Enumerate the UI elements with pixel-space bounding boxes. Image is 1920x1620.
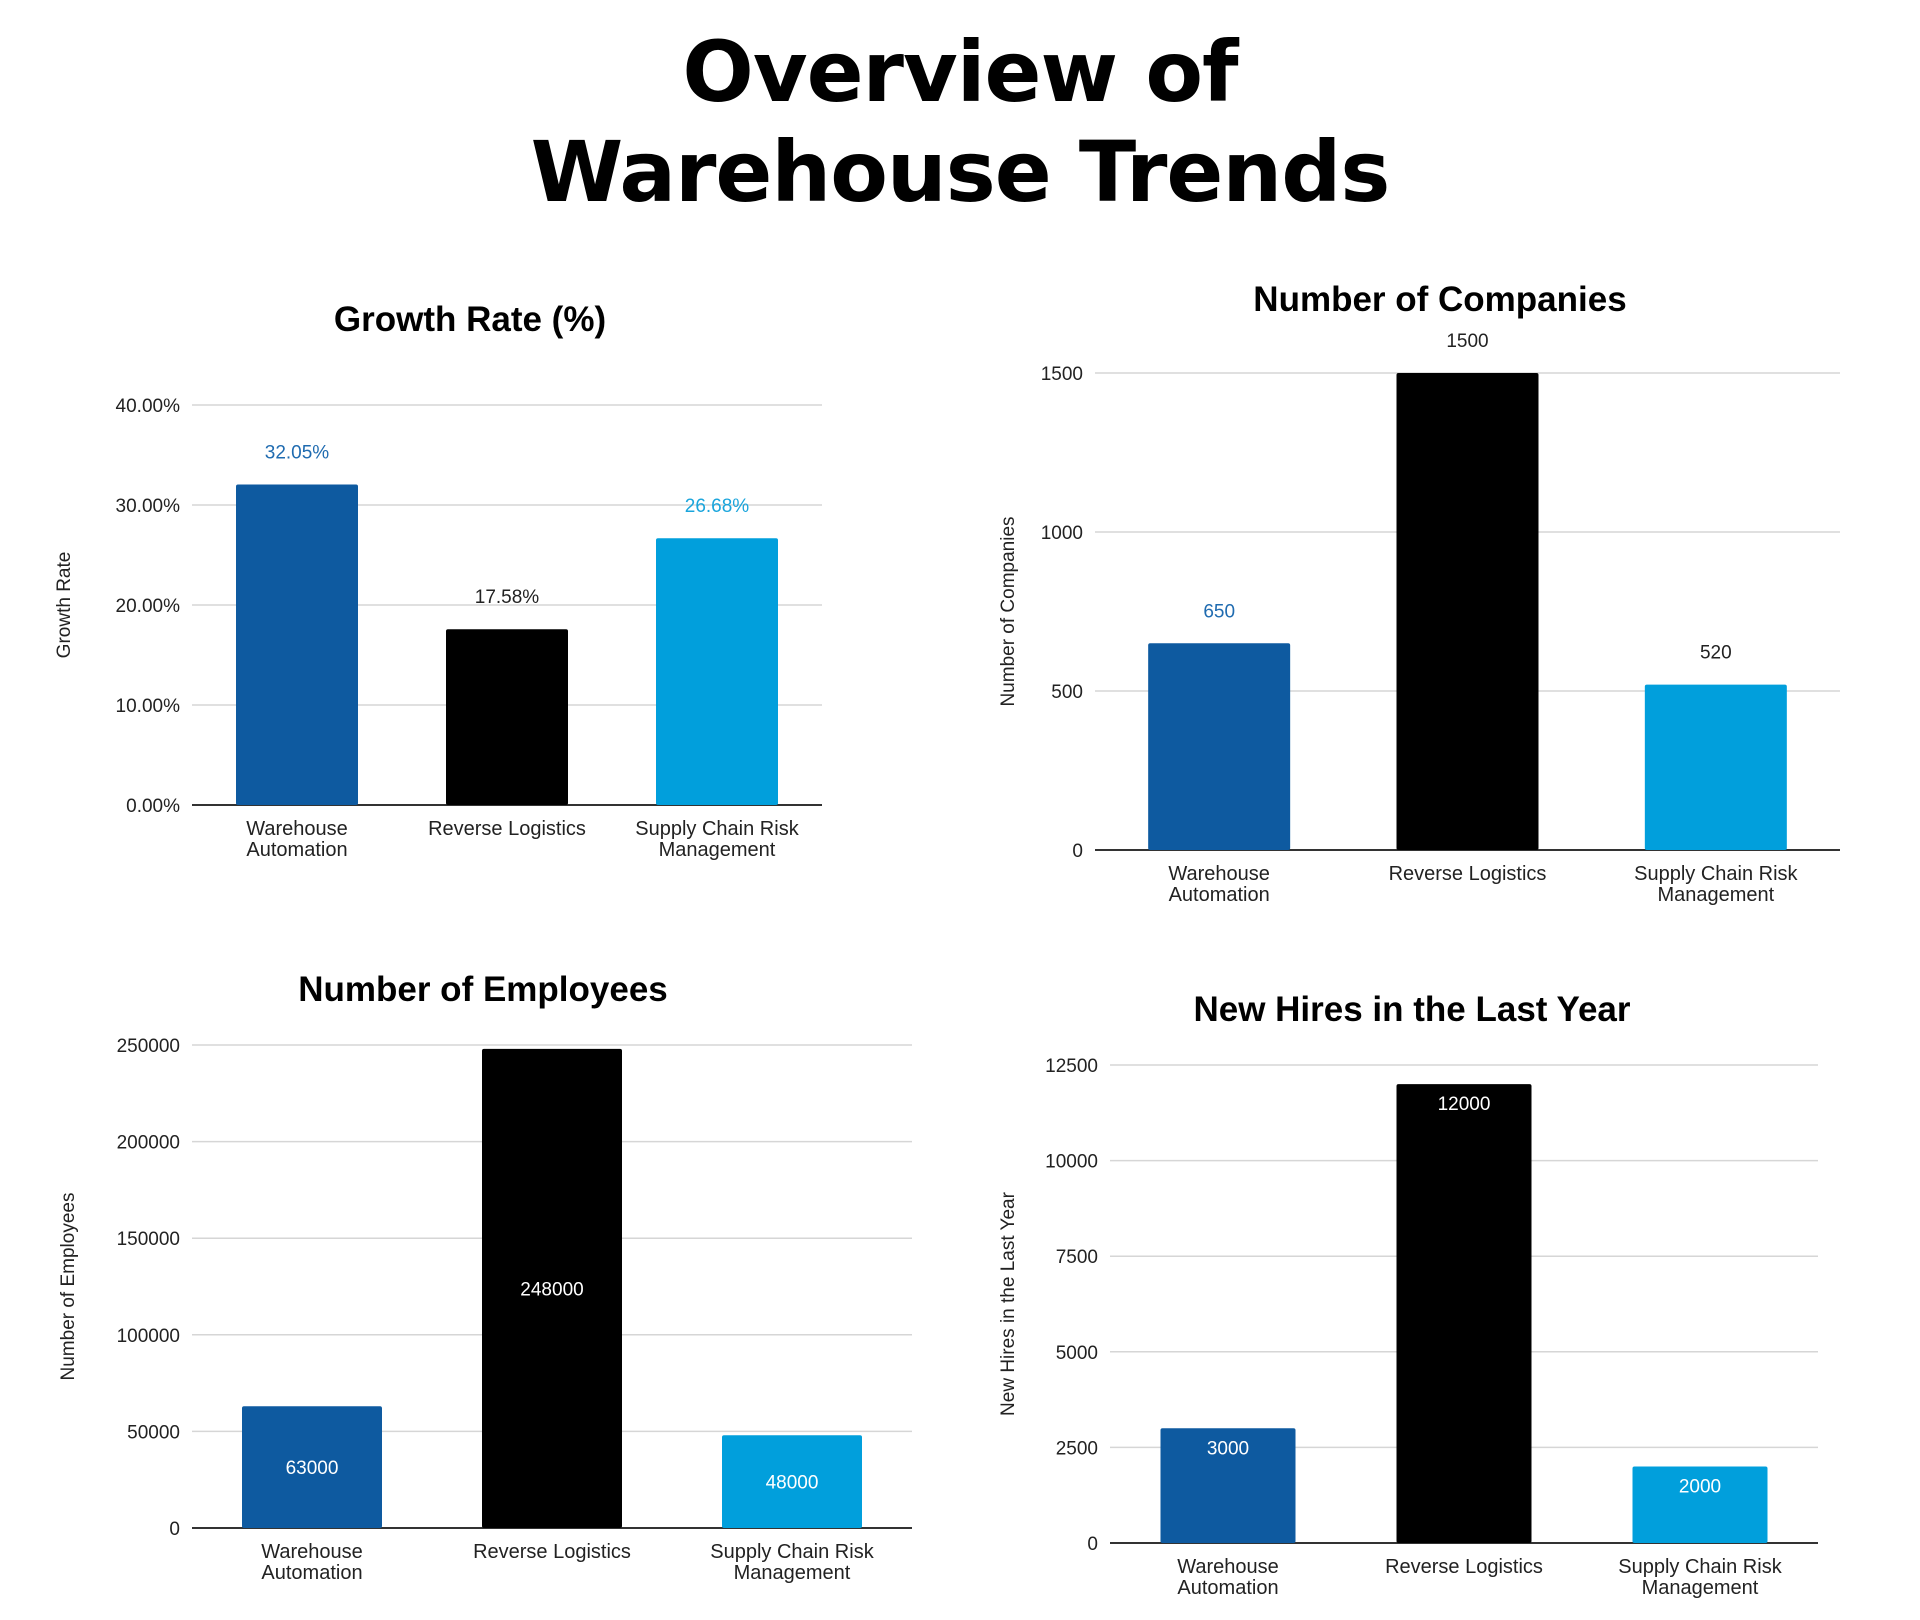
chart-title: Number of Employees	[298, 970, 668, 1009]
y-tick-label: 1500	[1041, 364, 1083, 385]
x-tick-label: Supply Chain Risk	[1634, 863, 1798, 885]
data-label-reverse-logistics: 12000	[1438, 1094, 1491, 1115]
bar-reverse-logistics	[1396, 1084, 1532, 1543]
bar-supply-chain-risk	[656, 538, 778, 805]
data-label-supply-chain-risk: 2000	[1679, 1477, 1721, 1498]
data-label-supply-chain-risk: 26.68%	[685, 496, 750, 517]
x-tick-label: Supply Chain Risk	[1618, 1556, 1782, 1578]
y-tick-label: 40.00%	[116, 396, 181, 417]
x-tick-label: Warehouse	[246, 818, 348, 840]
x-tick-label: Management	[734, 1562, 851, 1584]
data-label-warehouse-automation: 63000	[286, 1458, 339, 1479]
bar-warehouse-automation	[242, 1406, 382, 1528]
x-tick-label: Management	[1657, 884, 1774, 906]
data-label-warehouse-automation: 32.05%	[265, 443, 330, 464]
new-hires-chart: New Hires in the Last Year 0 2500 5000 7500 1…	[998, 990, 1818, 1599]
y-tick-label: 150000	[117, 1229, 180, 1250]
page-title-line-2: Warehouse Trends	[530, 123, 1391, 221]
x-tick-label: Reverse Logistics	[473, 1541, 631, 1563]
chart-title: Growth Rate (%)	[334, 300, 606, 339]
x-tick-label: Automation	[261, 1562, 362, 1584]
bar-supply-chain-risk	[1644, 684, 1787, 850]
number-of-employees-chart: Number of Employees 0 50000 100000 150000 200…	[58, 970, 912, 1584]
y-tick-label: 30.00%	[116, 496, 181, 517]
x-tick-label: Warehouse	[1168, 863, 1270, 885]
y-tick-label: 250000	[117, 1036, 180, 1057]
y-tick-label: 0	[1072, 841, 1083, 862]
x-tick-label: Reverse Logistics	[1385, 1556, 1543, 1578]
x-tick-label: Supply Chain Risk	[710, 1541, 874, 1563]
y-tick-label: 12500	[1045, 1056, 1098, 1077]
data-label-warehouse-automation: 3000	[1207, 1438, 1249, 1459]
y-tick-label: 200000	[117, 1133, 180, 1154]
bar-warehouse-automation	[1160, 1428, 1296, 1543]
chart-title: New Hires in the Last Year	[1193, 990, 1630, 1029]
page-title: Overview of Warehouse Trends	[0, 22, 1920, 222]
bar-supply-chain-risk	[1632, 1466, 1768, 1543]
y-tick-label: 5000	[1056, 1343, 1098, 1364]
page-title-line-1: Overview of	[682, 23, 1238, 121]
y-axis-title: New Hires in the Last Year	[998, 1191, 1019, 1416]
x-tick-label: Warehouse	[1177, 1556, 1279, 1578]
bar-reverse-logistics	[446, 629, 568, 805]
y-tick-label: 1000	[1041, 523, 1083, 544]
y-tick-label: 10.00%	[116, 696, 181, 717]
y-tick-label: 20.00%	[116, 596, 181, 617]
y-axis-title: Number of Employees	[58, 1193, 79, 1381]
x-tick-label: Reverse Logistics	[1389, 863, 1547, 885]
x-tick-label: Automation	[1169, 884, 1270, 906]
y-tick-label: 2500	[1056, 1438, 1098, 1459]
y-tick-label: 50000	[127, 1422, 180, 1443]
bar-warehouse-automation	[1148, 643, 1291, 850]
data-label-warehouse-automation: 650	[1203, 601, 1235, 622]
y-tick-label: 0	[169, 1519, 180, 1540]
y-axis-title: Growth Rate	[54, 552, 75, 659]
y-tick-label: 10000	[1045, 1152, 1098, 1173]
x-tick-label: Supply Chain Risk	[635, 818, 799, 840]
bar-warehouse-automation	[236, 484, 358, 805]
chart-title: Number of Companies	[1253, 280, 1626, 319]
x-tick-label: Warehouse	[261, 1541, 363, 1563]
growth-rate-chart: Growth Rate (%) 0.00% 10.00% 20.00% 30.00% 40…	[54, 300, 822, 861]
y-tick-label: 0	[1087, 1534, 1098, 1555]
x-tick-label: Reverse Logistics	[428, 818, 586, 840]
data-label-reverse-logistics: 248000	[520, 1279, 583, 1300]
y-axis-title: Number of Companies	[998, 516, 1019, 706]
y-tick-label: 100000	[117, 1326, 180, 1347]
x-tick-label: Management	[1642, 1577, 1759, 1599]
x-tick-label: Automation	[246, 839, 347, 861]
x-tick-label: Management	[659, 839, 776, 861]
data-label-supply-chain-risk: 520	[1700, 643, 1732, 664]
y-tick-label: 500	[1051, 682, 1083, 703]
bar-supply-chain-risk	[722, 1435, 862, 1528]
data-label-reverse-logistics: 1500	[1446, 331, 1488, 352]
data-label-supply-chain-risk: 48000	[766, 1473, 819, 1494]
number-of-companies-chart: Number of Companies 0 500 1000 1500 Number of…	[998, 280, 1840, 906]
y-tick-label: 7500	[1056, 1247, 1098, 1268]
bar-reverse-logistics	[482, 1048, 622, 1528]
x-tick-label: Automation	[1177, 1577, 1278, 1599]
bar-reverse-logistics	[1396, 373, 1539, 850]
y-tick-label: 0.00%	[126, 796, 180, 817]
data-label-reverse-logistics: 17.58%	[475, 587, 540, 608]
